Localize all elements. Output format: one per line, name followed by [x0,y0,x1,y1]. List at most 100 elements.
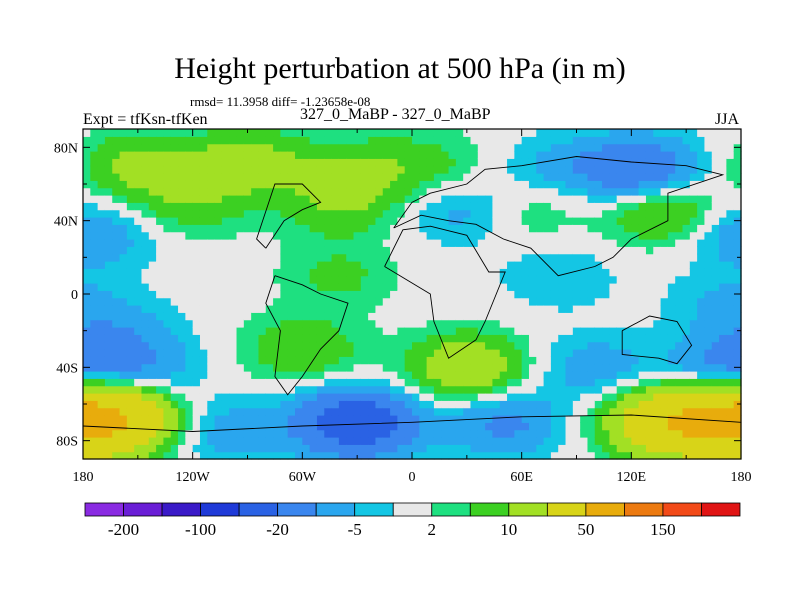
field-cell [360,180,369,189]
field-cell [331,187,340,196]
field-cell [170,319,179,328]
field-cell [119,341,128,350]
field-cell [170,151,179,159]
field-cell [382,378,391,387]
field-cell [499,217,508,225]
field-cell [689,136,698,145]
field-cell [733,246,742,255]
field-cell [485,253,494,262]
field-cell [236,253,245,262]
field-cell [689,393,698,401]
field-cell [580,136,589,145]
field-cell [280,371,289,379]
field-cell [368,187,377,196]
field-cell [126,349,135,357]
season-label: JJA [715,111,740,128]
field-cell [156,275,165,284]
field-cell [660,305,669,313]
field-cell [594,312,603,321]
field-cell [543,239,552,247]
field-cell [324,246,333,255]
field-cell [134,209,143,218]
field-cell [295,407,303,416]
field-cell [324,429,333,438]
coastlines [82,156,742,432]
field-cell [638,327,647,335]
field-cell [375,224,384,233]
field-cell [667,261,676,269]
field-cell [287,151,296,159]
field-cell [645,136,654,145]
field-cell [492,129,501,137]
field-cell [543,275,552,284]
field-cell [112,334,121,343]
field-cell [507,143,515,152]
field-cell [331,305,340,313]
field-cell [631,422,640,431]
field-cell [375,363,384,372]
field-cell [302,151,311,159]
field-cell [83,136,91,145]
field-cell [316,393,325,401]
field-cell [273,187,281,196]
field-cell [689,231,698,240]
field-cell [675,422,684,431]
field-cell [719,173,727,181]
field-cell [580,180,589,189]
field-cell [499,451,508,460]
field-cell [360,290,369,299]
field-cell [426,400,435,409]
field-cell [302,136,311,145]
field-cell [324,165,333,174]
field-cell [514,356,523,365]
field-cell [580,261,589,269]
field-cell [426,297,435,306]
field-cell [463,151,472,159]
field-cell [251,151,260,159]
field-cell [507,224,515,233]
field-cell [316,165,325,174]
field-cell [346,422,355,431]
field-cell [170,246,179,255]
field-cell [134,444,143,453]
field-cell [631,224,640,233]
field-cell [638,437,647,445]
field-cell [433,356,442,365]
field-cell [324,415,333,423]
field-cell [682,275,691,284]
field-cell [594,195,603,203]
field-cell [221,319,230,328]
field-cell [404,224,413,233]
field-cell [324,195,333,203]
field-cell [302,400,311,409]
field-cell [492,407,501,416]
field-cell [514,385,523,394]
field-cell [170,173,179,181]
field-cell [390,371,398,379]
field-cell [660,129,669,137]
field-cell [499,363,508,372]
field-cell [156,202,165,211]
field-cell [221,143,230,152]
field-cell [675,334,684,343]
field-cell [302,297,311,306]
field-cell [477,231,486,240]
field-cell [455,217,464,225]
field-cell [295,334,303,343]
field-cell [499,246,508,255]
field-cell [550,151,559,159]
field-cell [704,393,713,401]
field-cell [229,253,238,262]
field-cell [477,246,486,255]
field-cell [507,385,515,394]
field-cell [609,158,618,167]
field-cell [602,385,610,394]
field-cell [178,319,186,328]
field-cell [536,246,545,255]
field-cell [156,407,165,416]
field-cell [236,400,245,409]
field-cell [221,283,230,291]
field-cell [199,136,208,145]
field-cell [485,363,494,372]
field-cell [667,209,676,218]
